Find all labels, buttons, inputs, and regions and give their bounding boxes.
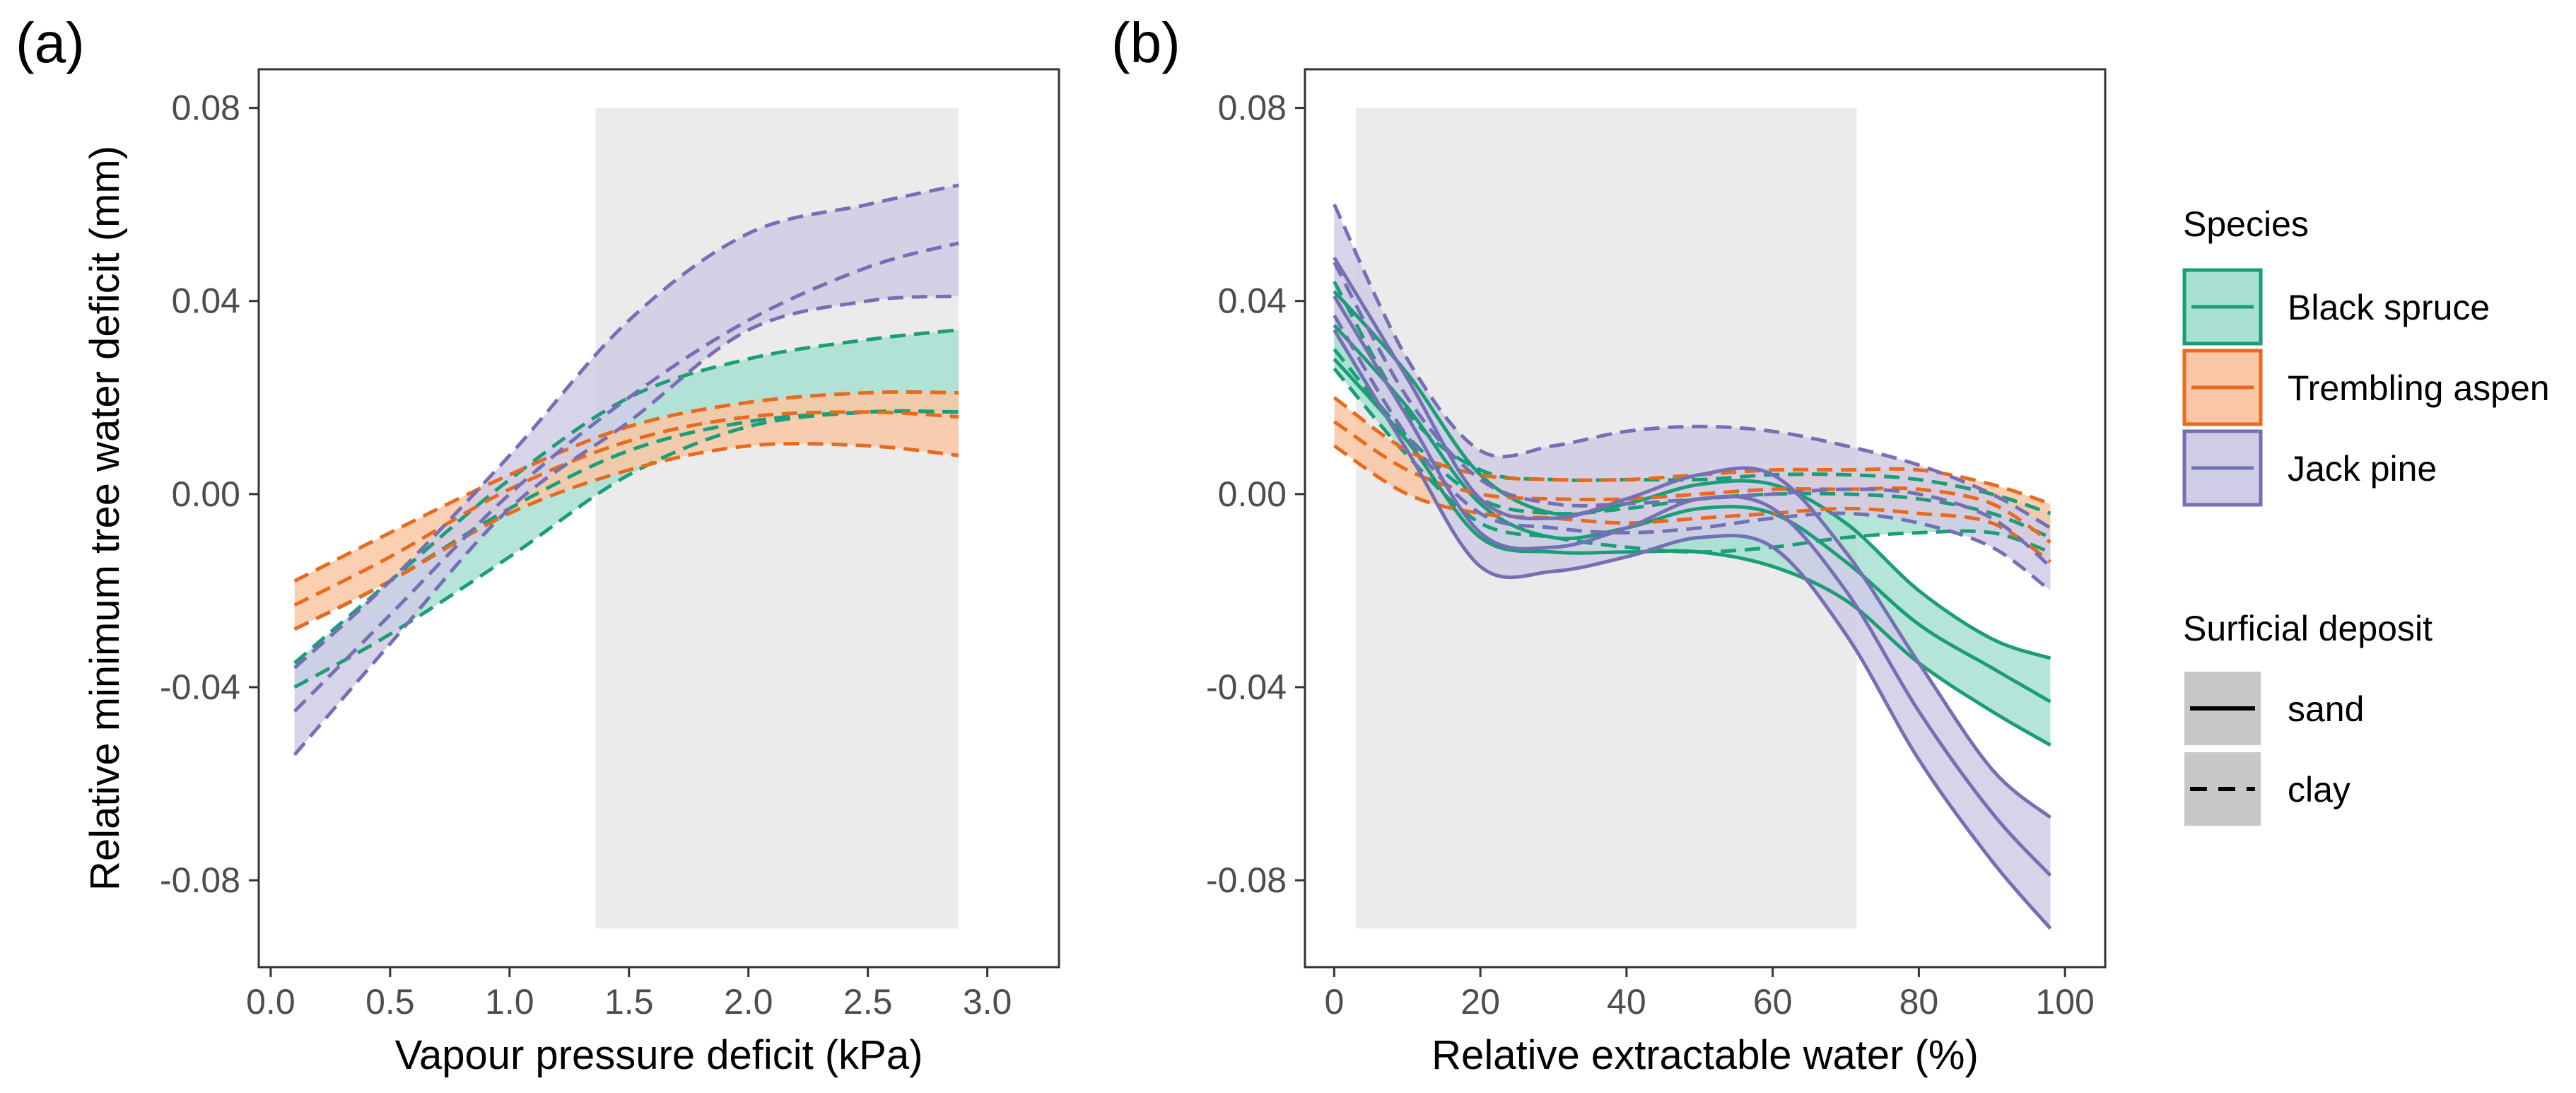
x-tick-label: 0.5 <box>365 982 415 1022</box>
x-tick-label: 2.0 <box>724 982 773 1022</box>
panel-b-x-ticks: 0 20 40 60 80 100 <box>1324 967 2095 1022</box>
panel-b-lines <box>1333 204 2052 930</box>
panel-b: (b) 0 20 40 60 80 100 -0.08-0.040.000.040.08 … <box>1111 11 2107 1078</box>
panel-b-frame <box>1304 68 2107 969</box>
legend-deposit-title: Surficial deposit <box>2183 609 2432 648</box>
line-jack-pine-clay-lower <box>293 294 959 756</box>
y-tick-label: 0.00 <box>172 474 240 514</box>
y-tick-label: -0.08 <box>1206 860 1287 900</box>
line-jack-pine-clay-upper <box>1333 204 2051 530</box>
x-tick-label: 3.0 <box>963 982 1012 1022</box>
x-tick-label: 20 <box>1460 982 1500 1022</box>
x-tick-label: 1.5 <box>604 982 654 1022</box>
legend-label-clay: clay <box>2288 770 2350 809</box>
line-jack-pine-clay-fit <box>293 241 959 713</box>
line-jack-pine-sand-lower <box>1333 329 2052 930</box>
x-tick-label: 80 <box>1899 982 1939 1022</box>
line-trembling-aspen-clay-upper <box>293 390 959 583</box>
legend-deposit-entries: sand clay <box>2184 672 2364 826</box>
line-jack-pine-clay-lower <box>1333 314 2051 592</box>
y-tick-label: -0.04 <box>160 667 240 707</box>
line-black-spruce-sand-fit <box>1333 324 2051 703</box>
panel-a-y-axis-title: Relative minimum tree water deficit (mm) <box>82 146 128 891</box>
line-trembling-aspen-clay-fit <box>293 410 959 607</box>
line-trembling-aspen-clay-fit <box>1333 420 2051 544</box>
panel-a-tag: (a) <box>16 11 85 74</box>
panel-a: (a) 0.0 0.5 1.0 1.5 2.0 2.5 3.0 -0.08 -0.04 0.00… <box>16 11 1060 1078</box>
legend-species-title: Species <box>2183 204 2309 244</box>
x-tick-label: 2.5 <box>843 982 893 1022</box>
y-tick-label: -0.04 <box>1206 667 1287 707</box>
panel-b-y-ticks: -0.08 -0.04 0.00 0.04 0.08 <box>1206 88 1305 900</box>
x-tick-label: 100 <box>2035 982 2094 1022</box>
x-tick-label: 1.0 <box>485 982 534 1022</box>
band-jack-pine-clay <box>294 185 959 755</box>
panel-a-confidence-bands <box>294 185 959 755</box>
y-tick-label: 0.00 <box>1218 474 1287 514</box>
line-jack-pine-clay-fit <box>1333 261 2052 568</box>
legend-label-black-spruce: Black spruce <box>2288 288 2490 327</box>
legend-label-trembling-aspen: Trembling aspen <box>2288 368 2550 408</box>
x-tick-label: 60 <box>1753 982 1793 1022</box>
y-tick-label: 0.04 <box>1218 281 1287 321</box>
legend-species-entries: Black spruce Trembling aspen Jack pine <box>2182 268 2550 507</box>
line-jack-pine-clay-upper <box>293 183 959 670</box>
y-tick-label: -0.08 <box>160 860 240 900</box>
x-tick-label: 0 <box>1324 982 1344 1022</box>
x-tick-label: 40 <box>1607 982 1646 1022</box>
panel-a-x-axis-title: Vapour pressure deficit (kPa) <box>395 1032 923 1078</box>
band-trembling-aspen-clay <box>294 392 959 629</box>
line-black-spruce-sand-upper <box>1333 290 2051 660</box>
y-tick-label: 0.08 <box>1218 88 1287 128</box>
y-tick-label: 0.04 <box>172 281 240 321</box>
legend-label-jack-pine: Jack pine <box>2288 449 2437 489</box>
panel-a-frame <box>257 68 1060 969</box>
y-tick-label: 0.08 <box>172 88 240 128</box>
panel-a-x-ticks: 0.0 0.5 1.0 1.5 2.0 2.5 3.0 <box>246 967 1012 1022</box>
legend-label-sand: sand <box>2288 689 2364 729</box>
panel-a-y-ticks: -0.08 -0.04 0.00 0.04 0.08 <box>160 88 259 900</box>
panel-b-tag: (b) <box>1111 11 1181 74</box>
legend: Species Black spruce Trembling aspen Jack … <box>2182 204 2550 826</box>
line-black-spruce-sand-lower <box>1333 358 2051 747</box>
line-trembling-aspen-clay-lower <box>1333 444 2051 563</box>
x-tick-label: 0.0 <box>246 982 295 1022</box>
panel-a-lines <box>293 183 959 756</box>
panel-b-x-axis-title: Relative extractable water (%) <box>1432 1032 1979 1078</box>
line-jack-pine-sand-upper <box>1333 257 2052 819</box>
